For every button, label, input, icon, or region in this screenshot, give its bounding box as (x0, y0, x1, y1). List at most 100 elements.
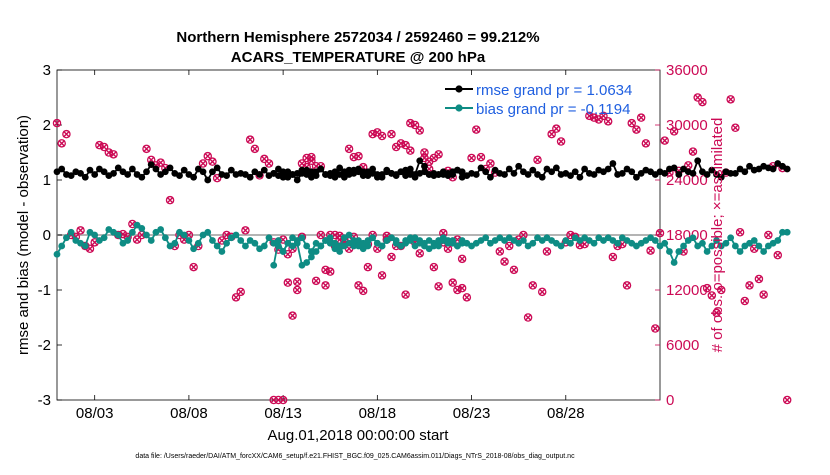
obs-possible-marker (773, 250, 783, 260)
rmse-point (703, 171, 711, 178)
bias-point (242, 242, 249, 250)
obs-count-point (198, 159, 208, 168)
rmse-point (406, 165, 414, 173)
obs-count-point (165, 195, 175, 205)
obs-assimilated-marker (642, 139, 650, 147)
bias-point (731, 242, 739, 250)
obs-count-point (448, 278, 457, 287)
obs-possible-marker (132, 235, 142, 244)
obs-count-point (698, 97, 707, 107)
rmse-point (529, 166, 537, 174)
obs-assimilated-marker (199, 160, 207, 167)
y-axis-right-label: # of obs: o=possible; ×=assimilated (709, 118, 726, 353)
obs-assimilated-marker (420, 149, 428, 156)
obs-count-point (476, 152, 486, 162)
obs-count-point (632, 125, 641, 134)
obs-count-point (707, 291, 717, 300)
bias-point (58, 242, 66, 250)
bias-point (666, 248, 673, 255)
bias-point (435, 242, 442, 250)
rmse-point (166, 164, 174, 172)
obs-possible-marker (109, 150, 118, 159)
obs-count-point (735, 227, 745, 237)
obs-assimilated-marker (477, 153, 485, 161)
bias-point (529, 239, 537, 247)
bias-point (482, 234, 490, 242)
obs-count-point (740, 296, 750, 306)
bias-point (350, 242, 358, 250)
obs-possible-marker (387, 252, 396, 262)
rmse-point (143, 168, 150, 176)
obs-count-point (57, 139, 66, 148)
obs-assimilated-marker (402, 141, 410, 149)
obs-assimilated-marker (755, 275, 763, 283)
obs-possible-marker (165, 195, 175, 205)
obs-assimilated-marker (166, 196, 174, 204)
rmse-point (355, 168, 362, 176)
rmse-point (345, 171, 353, 178)
rmse-point (515, 162, 523, 170)
obs-possible-marker (740, 296, 750, 306)
rmse-point (147, 161, 155, 169)
obs-count-point (669, 127, 679, 136)
obs-possible-marker (693, 93, 702, 102)
obs-count-point (311, 276, 321, 286)
rmse-point (548, 168, 556, 176)
bias-point (63, 234, 70, 242)
obs-assimilated-marker (406, 147, 414, 155)
bias-point (213, 242, 221, 250)
obs-assimilated-marker (345, 145, 353, 153)
rmse-point (275, 172, 282, 180)
rmse-point (618, 170, 626, 177)
obs-possible-marker (429, 262, 439, 272)
rmse-point (293, 170, 301, 177)
rmse-point (689, 170, 697, 177)
rmse-point (746, 162, 753, 170)
obs-assimilated-marker (496, 248, 504, 255)
obs-possible-marker (476, 152, 486, 162)
obs-count-point (344, 144, 354, 154)
obs-assimilated-marker (731, 124, 739, 132)
bias-point (128, 228, 136, 236)
obs-count-point (307, 152, 316, 162)
bias-series (53, 221, 791, 269)
rmse-point (717, 173, 725, 181)
obs-count-point (472, 125, 481, 134)
obs-possible-marker (142, 144, 151, 154)
rmse-point (571, 168, 579, 176)
obs-count-point (264, 159, 274, 168)
obs-possible-marker (321, 281, 330, 290)
obs-assimilated-marker (647, 247, 655, 255)
obs-assimilated-marker (105, 149, 113, 156)
obs-assimilated-marker (599, 112, 607, 120)
bias-point (265, 234, 273, 242)
y-axis-label: rmse and bias (model - observation) (15, 115, 32, 355)
obs-possible-marker (622, 281, 632, 290)
y-tick-label: 0 (43, 227, 51, 244)
obs-assimilated-marker (355, 152, 362, 160)
rmse-point (369, 165, 377, 173)
y-tick-label: 1 (43, 172, 51, 189)
y-right-tick-label: 12000 (666, 282, 708, 299)
obs-assimilated-marker (543, 248, 551, 255)
bias-point (289, 234, 296, 242)
obs-possible-marker (472, 125, 481, 134)
rmse-point (180, 166, 188, 174)
bias-point (779, 228, 786, 236)
obs-possible-marker (420, 148, 429, 157)
obs-count-point (646, 246, 655, 255)
rmse-point (138, 173, 146, 181)
obs-possible-marker (52, 118, 62, 128)
obs-assimilated-marker (604, 117, 612, 125)
rmse-point (331, 173, 339, 181)
obs-assimilated-marker (656, 229, 664, 237)
obs-possible-marker (99, 142, 109, 152)
bias-point (190, 245, 198, 253)
rmse-point (449, 171, 457, 178)
obs-possible-marker (250, 144, 260, 154)
obs-possible-marker (288, 311, 297, 320)
obs-count-point (486, 159, 495, 168)
bias-point (279, 248, 287, 255)
obs-count-point (415, 249, 424, 258)
